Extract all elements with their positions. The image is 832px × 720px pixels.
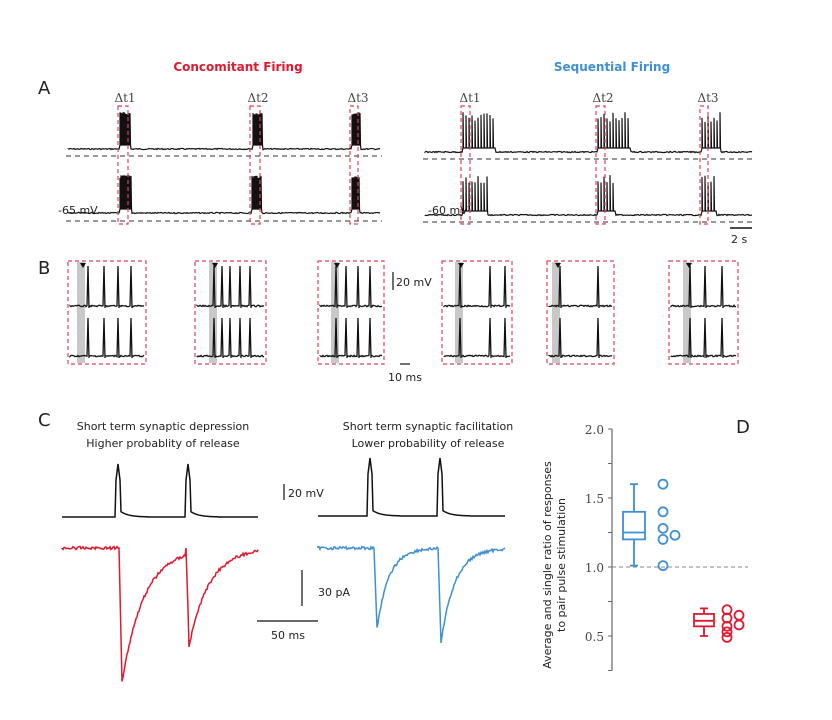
voltage-scale-b: 20 mV — [396, 276, 432, 289]
trace-5-top — [548, 265, 613, 309]
facilitation-voltage-trace — [318, 457, 505, 517]
trace-3-bottom — [319, 317, 383, 359]
trace-2-top — [196, 265, 265, 309]
pair-box-5 — [546, 260, 615, 365]
depression-subtitle: Higher probablity of release — [86, 437, 240, 450]
depression-title: Short term synaptic depression — [77, 420, 250, 433]
right-dt3: Δt3 — [697, 91, 718, 105]
y-tick-label: 0.5 — [585, 630, 604, 644]
time-scale-c: 50 ms — [271, 629, 305, 642]
arrowhead-marker-icon — [334, 263, 340, 268]
depression-voltage-trace — [62, 463, 258, 518]
gray-window-2 — [209, 262, 217, 363]
right-dt1: Δt1 — [459, 91, 480, 105]
right-vm-label: -60 mV — [428, 204, 468, 217]
gray-window-4 — [455, 262, 463, 363]
time-scale-b: 10 ms — [388, 371, 422, 384]
undefined-trace — [67, 174, 381, 215]
gray-window-1 — [77, 262, 85, 363]
gray-window-5 — [552, 262, 560, 363]
sequential-point — [657, 478, 669, 490]
y-tick-label: 1.5 — [585, 492, 604, 506]
trace-6-top — [670, 265, 737, 309]
trace-1-bottom — [69, 317, 145, 359]
left-vm-label: -65 mV — [58, 204, 98, 217]
pair-box-3 — [317, 260, 385, 365]
voltage-scale-c: 20 mV — [288, 487, 324, 500]
gray-window-6 — [683, 262, 691, 363]
chart-ylabel-2: to pair pulse stimulation — [555, 498, 568, 632]
concomitant-title: Concomitant Firing — [173, 60, 302, 74]
facilitation-title: Short term synaptic facilitation — [343, 420, 513, 433]
sequential-point — [657, 534, 669, 545]
trace-1-top — [69, 265, 145, 309]
trace-4-top — [443, 265, 511, 309]
pair-box-1 — [67, 260, 147, 365]
panel-label-c: C — [38, 410, 51, 431]
concomitant-point — [721, 626, 733, 638]
panel-a-traces — [66, 105, 754, 225]
sequential-point — [669, 529, 681, 541]
sequential-title: Sequential Firing — [554, 60, 670, 74]
chart-ylabel-1: Average and single ratio of responses — [541, 461, 554, 669]
y-tick-label: 1.0 — [585, 561, 604, 575]
concomitant-point — [733, 619, 745, 631]
arrowhead-marker-icon — [212, 263, 218, 268]
trace-2-bottom — [196, 317, 265, 359]
arrowhead-marker-icon — [80, 263, 86, 268]
panel-b-traces — [67, 260, 739, 365]
sequential-point — [657, 522, 669, 534]
sequential-point — [657, 506, 669, 518]
left-dt3: Δt3 — [347, 91, 368, 105]
trace-5-bottom — [548, 317, 613, 359]
concomitant-point — [721, 620, 733, 632]
delta-window-6 — [699, 105, 709, 225]
trace-3-top — [319, 265, 383, 309]
undefined-trace — [424, 112, 753, 154]
undefined-trace — [424, 175, 753, 217]
sequential-point — [657, 560, 669, 572]
arrowhead-marker-icon — [458, 263, 464, 268]
trace-6-bottom — [670, 317, 737, 359]
sequential-box — [622, 510, 646, 541]
panel-c-traces — [61, 457, 506, 682]
delta-window-3 — [349, 105, 359, 225]
left-dt2: Δt2 — [247, 91, 268, 105]
delta-window-1 — [117, 105, 129, 225]
concomitant-point — [733, 609, 745, 621]
panel-label-d: D — [736, 417, 750, 438]
right-dt2: Δt2 — [592, 91, 613, 105]
y-tick-label: 2.0 — [585, 423, 604, 437]
depression-current-trace — [61, 545, 259, 682]
panel-label-a: A — [38, 78, 51, 99]
concomitant-point — [721, 631, 733, 643]
arrowhead-marker-icon — [555, 263, 561, 268]
facilitation-current-trace — [317, 545, 506, 644]
left-dt1: Δt1 — [114, 91, 135, 105]
current-scale: 30 pA — [318, 586, 350, 599]
trace-4-bottom — [443, 317, 511, 359]
facilitation-subtitle: Lower probability of release — [352, 437, 505, 450]
undefined-trace — [67, 112, 381, 151]
box-chart: 0.5 1.0 1.5 2.0 — [585, 423, 748, 671]
arrowhead-marker-icon — [686, 263, 692, 268]
gray-window-3 — [331, 262, 339, 363]
pair-box-2 — [194, 260, 267, 365]
pair-box-4 — [441, 260, 513, 365]
time-scale-a: 2 s — [731, 233, 747, 246]
panel-label-b: B — [38, 258, 50, 279]
delta-window-2 — [249, 105, 261, 225]
pair-box-6 — [668, 260, 739, 365]
